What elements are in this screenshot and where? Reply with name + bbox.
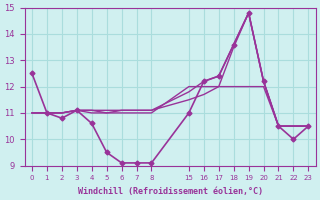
X-axis label: Windchill (Refroidissement éolien,°C): Windchill (Refroidissement éolien,°C) (78, 187, 263, 196)
